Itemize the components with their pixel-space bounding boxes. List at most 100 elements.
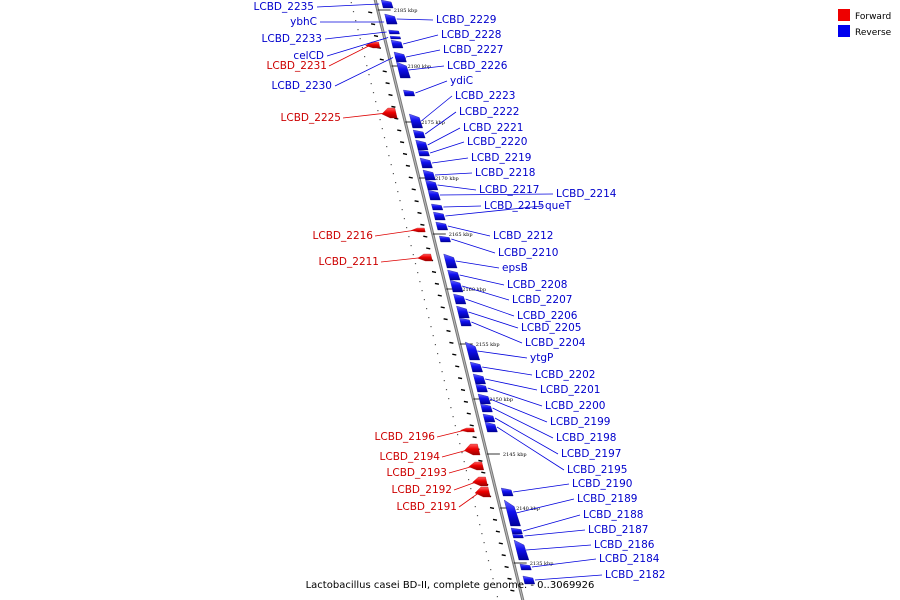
tick-mark [507, 577, 512, 580]
track-dot [463, 461, 465, 463]
leader-line [477, 350, 528, 359]
track-dot [490, 569, 492, 571]
reverse-gene-arrow [431, 203, 444, 211]
reverse-gene-label: LCBD_2190 [572, 478, 632, 490]
reverse-gene-label: LCBD_2188 [583, 509, 643, 521]
reverse-gene-label: LCBD_2217 [479, 184, 539, 196]
forward-gene-arrow [464, 443, 481, 456]
reverse-gene-label: LCBD_2226 [447, 60, 508, 72]
leader-line [380, 257, 423, 263]
reverse-gene-arrow [475, 383, 488, 393]
genome-caption: Lactobacillus casei BD-II, complete geno… [306, 580, 595, 591]
reverse-gene-arrow [393, 51, 407, 63]
reverse-gene-label: LCBD_2201 [540, 384, 600, 396]
leader-line [447, 225, 491, 237]
leader-line [324, 31, 387, 40]
leader-line [421, 95, 453, 122]
tick-mark [394, 117, 399, 120]
track-dot [421, 290, 423, 292]
track-dot [443, 380, 445, 382]
track-dot [470, 488, 472, 490]
reverse-gene-label: LCBD_2229 [436, 14, 496, 26]
leader-line [455, 260, 500, 269]
reverse-gene-label: LCBD_2208 [507, 279, 567, 291]
forward-gene-arrow [472, 476, 488, 487]
reverse-gene-label: LCBD_2205 [521, 322, 581, 334]
leader-line [496, 426, 565, 471]
reverse-gene-label: LCBD_2207 [512, 294, 572, 306]
reverse-gene-label: ydiC [450, 75, 473, 87]
reverse-gene-arrow [384, 13, 398, 25]
track-dot [439, 362, 441, 364]
reverse-gene-arrow [465, 341, 481, 361]
reverse-gene-arrow [396, 61, 411, 79]
reverse-gene-label: LCBD_2200 [545, 400, 605, 412]
kbp-label: 2165 kbp [449, 232, 473, 238]
track-dot [454, 425, 456, 427]
reverse-gene-label: ybhC [290, 16, 317, 28]
reverse-gene-arrow [503, 499, 521, 527]
reverse-gene-arrow [415, 139, 429, 151]
reverse-gene-label: LCBD_2198 [556, 432, 616, 444]
forward-gene-label: LCBD_2193 [387, 467, 447, 479]
tick-mark [411, 188, 416, 191]
leader-line [534, 574, 603, 581]
tick-mark [434, 282, 440, 285]
reverse-gene-label: LCBD_2227 [443, 44, 503, 56]
tick-mark [446, 329, 451, 333]
leader-line [531, 558, 597, 568]
tick-mark [382, 70, 387, 73]
tick-mark [408, 176, 413, 179]
kbp-label: 2170 kbp [435, 176, 459, 182]
reverse-gene-arrow [480, 403, 493, 413]
forward-gene-label: LCBD_2225 [281, 112, 341, 124]
tick-mark [466, 412, 471, 415]
track-dot [492, 578, 494, 580]
reverse-gene-label: LCBD_2235 [254, 1, 314, 13]
reverse-gene-label: LCBD_2189 [577, 493, 637, 505]
reverse-gene-arrow [456, 305, 470, 319]
tick-mark [504, 565, 509, 569]
leader-line [458, 491, 481, 508]
forward-gene-arrow [410, 227, 426, 233]
leader-line [396, 18, 434, 21]
tick-mark [455, 365, 460, 368]
track-dot [401, 209, 403, 211]
forward-gene-arrow [474, 486, 491, 498]
leader-line [465, 298, 515, 317]
reverse-gene-arrow [388, 29, 400, 35]
reverse-gene-arrow [409, 113, 423, 129]
track-dot [426, 308, 428, 310]
track-dot [468, 479, 470, 481]
reverse-gene-label: LCBD_2212 [493, 230, 553, 242]
tick-mark [457, 377, 463, 380]
reverse-gene-label: LCBD_2222 [459, 106, 519, 118]
tick-mark [399, 141, 405, 144]
track-dot [496, 596, 498, 598]
track-dot [445, 389, 448, 391]
track-dot [368, 74, 370, 76]
reverse-gene-label: epsB [502, 262, 528, 274]
forward-gene-arrow [459, 427, 475, 433]
leader-line [494, 417, 559, 455]
leader-line [328, 44, 371, 67]
track-dot [448, 398, 450, 400]
tick-mark [481, 471, 486, 474]
leader-line [443, 205, 482, 208]
leader-line [459, 274, 505, 286]
forward-gene-arrow [417, 253, 433, 262]
tick-mark [463, 400, 469, 403]
tick-mark [368, 11, 373, 14]
reverse-gene-arrow [435, 221, 449, 231]
legend-forward-swatch [838, 9, 850, 21]
track-dot [381, 128, 383, 130]
reverse-gene-label: LCBD_2199 [550, 416, 610, 428]
track-dot [364, 56, 366, 58]
leader-line [439, 193, 554, 196]
track-dot [432, 335, 434, 337]
leader-line [374, 229, 417, 237]
reverse-gene-label: celCD [293, 50, 324, 62]
track-dot [350, 2, 352, 4]
reverse-gene-label: LCBD_2214 [556, 188, 617, 200]
